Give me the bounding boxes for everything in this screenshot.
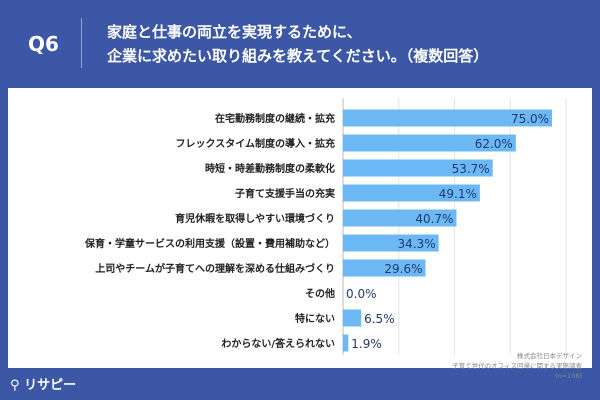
category-label: 保育・学童サービスの利用支援（設置・費用補助など） (84, 237, 335, 250)
data-label: 49.1% (439, 187, 477, 201)
question-title: 家庭と仕事の両立を実現するために、企業に求めたい取り組みを教えてください。（複数… (107, 20, 488, 68)
bar (343, 134, 516, 152)
bar (343, 259, 426, 277)
category-label: 特にない (295, 312, 335, 325)
bar (343, 109, 553, 127)
title-line-2: 企業に求めたい取り組みを教えてください。（複数回答） (107, 47, 489, 65)
category-label: 育児休暇を取得しやすい環境づくり (175, 212, 335, 225)
data-label: 0.0% (346, 287, 377, 301)
pin-icon: ⚲ (10, 378, 25, 393)
category-label: 時短・時差勤務制度の柔軟化 (205, 162, 335, 175)
source-company: 株式会社日本デザイン (517, 352, 582, 360)
bar (343, 334, 349, 352)
category-label: フレックスタイム制度の導入・拡充 (176, 137, 336, 150)
title-line-1: 家庭と仕事の両立を実現するために、 (107, 23, 362, 41)
bar (343, 309, 362, 327)
category-label: 在宅勤務制度の継続・拡充 (215, 112, 335, 125)
data-label: 53.7% (452, 162, 490, 176)
logo: ⚲ リサピー (10, 374, 76, 393)
bar (343, 184, 480, 202)
bar (343, 209, 457, 227)
source-survey: 子育て世代のオフィス回帰に関する実態調査 (452, 362, 582, 370)
divider (81, 18, 82, 68)
category-label: その他 (305, 287, 335, 300)
data-label: 75.0% (511, 112, 549, 126)
source-note: 株式会社日本デザイン子育て世代のオフィス回帰に関する実態調査 (n=108) (452, 351, 582, 381)
data-label: 62.0% (475, 137, 513, 151)
data-label: 29.6% (384, 262, 422, 276)
data-label: 6.5% (364, 312, 395, 326)
category-label: 上司やチームが子育てへの理解を深める仕組みづくり (95, 262, 335, 275)
category-label: わからない/答えられない (221, 337, 335, 350)
data-label: 34.3% (397, 237, 435, 251)
bar (343, 234, 439, 252)
question-number: Q6 (28, 32, 59, 56)
category-label: 子育て支援手当の充実 (235, 187, 335, 200)
logo-text: リサピー (24, 378, 77, 393)
logo-tab (0, 368, 92, 400)
data-label: 40.7% (415, 212, 453, 226)
data-label: 1.9% (351, 337, 382, 351)
sample-size: (n=108) (554, 372, 582, 380)
bar (343, 159, 493, 177)
